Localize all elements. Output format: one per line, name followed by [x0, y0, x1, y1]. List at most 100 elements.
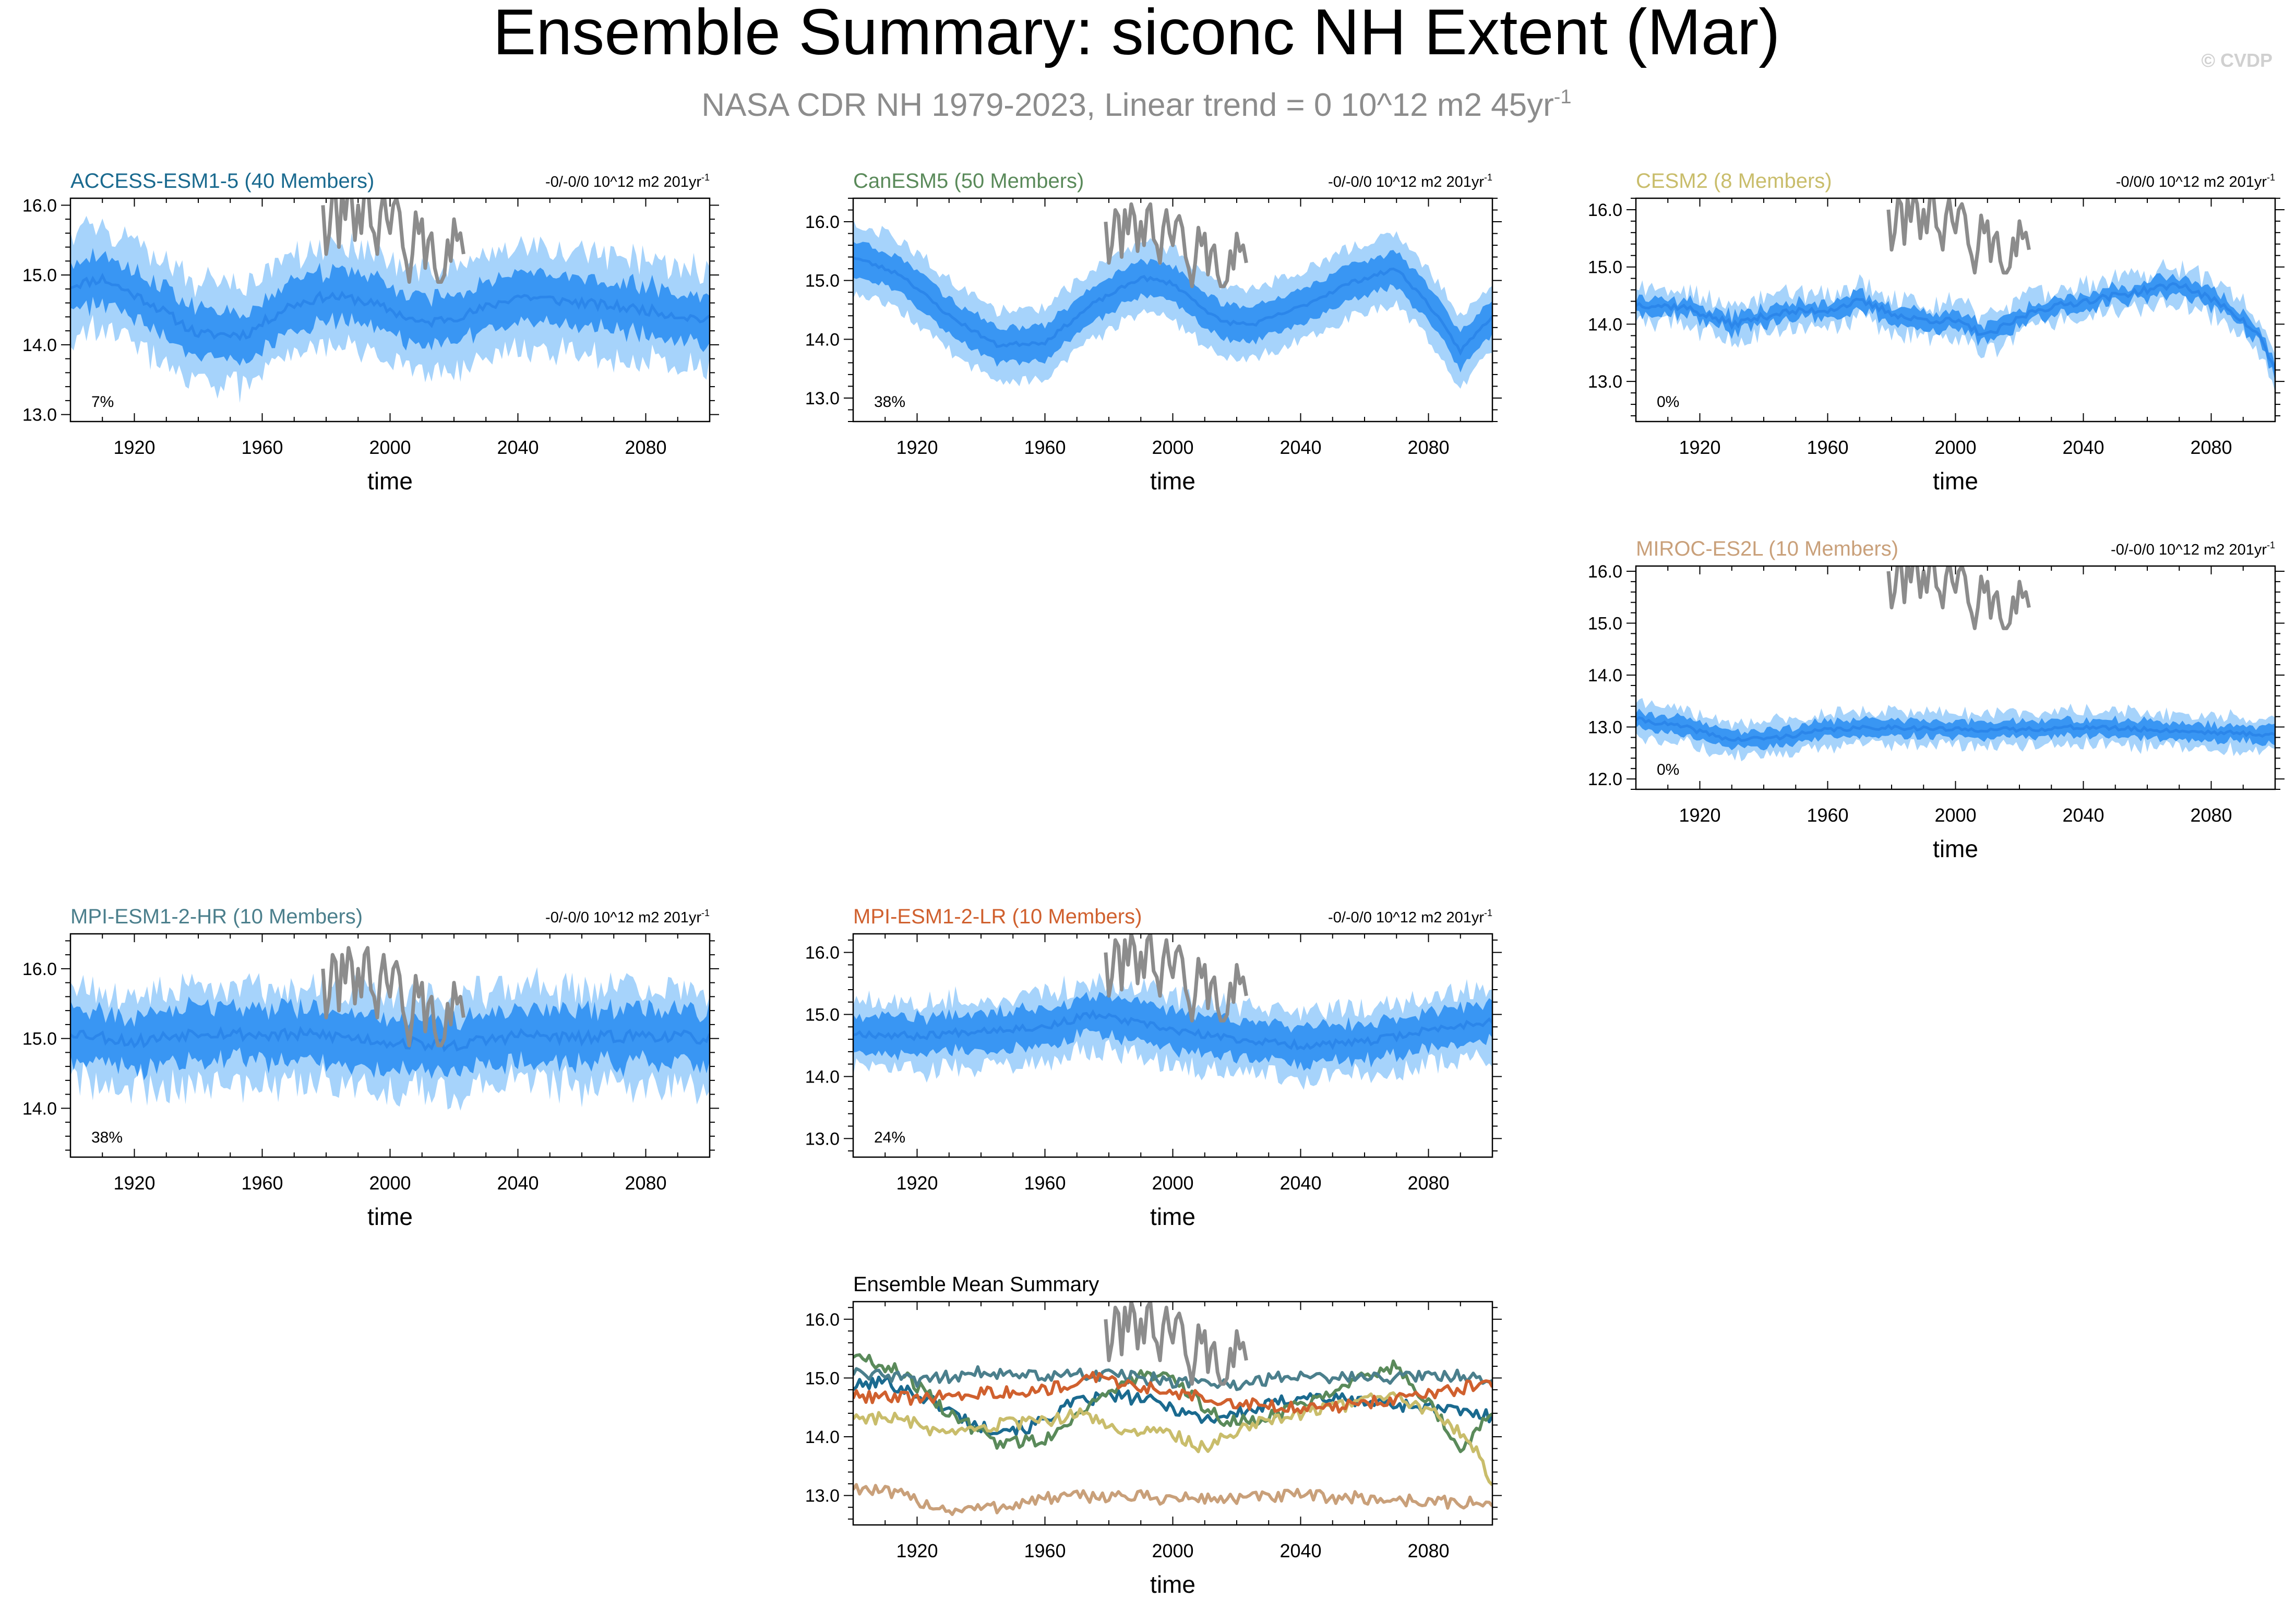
y-tick-label: 13.0 [805, 389, 840, 408]
ensemble-iqr-band [70, 996, 710, 1080]
y-tick-label: 15.0 [805, 271, 840, 291]
y-tick-label: 15.0 [22, 1029, 57, 1049]
x-tick-label: 1960 [241, 1172, 283, 1194]
x-axis-label: time [1150, 467, 1195, 495]
panel-title: ACCESS-ESM1-5 (40 Members) [70, 170, 374, 193]
figure-title: Ensemble Summary: siconc NH Extent (Mar) [493, 0, 1780, 68]
trend-label-text: -0/-0/0 10^12 m2 201yr [545, 174, 701, 190]
trend-label-sup: -1 [701, 172, 710, 183]
ensemble-iqr-band [1636, 273, 2275, 381]
plot-frame [1635, 565, 2276, 790]
y-tick-label: 14.0 [805, 1067, 840, 1087]
x-tick-label: 1920 [1679, 804, 1720, 826]
x-axis-label: time [1150, 1571, 1195, 1598]
x-tick-label: 1920 [113, 1172, 155, 1194]
x-tick-label: 1920 [1679, 437, 1720, 458]
trend-label-text: -0/-0/0 10^12 m2 201yr [1328, 909, 1484, 926]
x-tick-label: 2080 [1407, 437, 1449, 458]
trend-label: -0/-0/0 10^12 m2 201yr-1 [545, 172, 710, 190]
ensemble-mean-line [853, 1009, 1492, 1051]
observed-line [1104, 202, 1248, 288]
y-tick-label: 12.0 [1588, 770, 1622, 789]
series-line-miroc-es2l [853, 1483, 1492, 1516]
series-line-mpi-esm1-2-hr [853, 1365, 1492, 1391]
trend-label-text: -0/-0/0 10^12 m2 201yr [1328, 174, 1484, 190]
y-tick-label: 13.0 [1588, 372, 1622, 392]
x-tick-label: 2000 [1152, 437, 1193, 458]
panel-title: CESM2 (8 Members) [1636, 170, 1832, 193]
ensemble-iqr-band [853, 992, 1492, 1071]
x-tick-label: 2040 [2062, 804, 2104, 826]
y-tick-label: 16.0 [22, 196, 57, 215]
y-tick-label: 16.0 [805, 943, 840, 963]
x-tick-label: 2080 [1407, 1172, 1449, 1194]
y-tick-label: 16.0 [1588, 200, 1622, 220]
y-tick-label: 16.0 [22, 959, 57, 979]
x-axis-label: time [367, 1203, 413, 1230]
x-tick-label: 1960 [1024, 1172, 1066, 1194]
x-tick-label: 2080 [1407, 1540, 1449, 1561]
x-tick-label: 2040 [1279, 437, 1321, 458]
x-axis-label: time [1150, 1203, 1195, 1230]
trend-label-sup: -1 [2267, 540, 2275, 550]
trend-label-text: -0/0/0 10^12 m2 201yr [2116, 174, 2267, 190]
plot-area [70, 946, 710, 1111]
x-axis-label: time [1933, 835, 1978, 862]
x-tick-label: 2000 [1152, 1172, 1193, 1194]
panel-cesm: 1920 1960 2000 2040 2080 13.0 14.0 15.0 16.0 CESM… [1588, 170, 2285, 495]
y-tick-label: 14.0 [22, 1099, 57, 1119]
y-tick-label: 15.0 [1588, 614, 1622, 633]
y-tick-label: 14.0 [1588, 315, 1622, 334]
observed-line [1886, 566, 2031, 630]
percent-label: 7% [91, 393, 114, 411]
x-tick-label: 1960 [1024, 1540, 1066, 1561]
panel-mpihr: 1920 1960 2000 2040 2080 14.0 15.0 16.0 MPI-ESM1… [22, 905, 719, 1230]
x-tick-label: 2000 [1934, 804, 1976, 826]
panel-canesm: 1920 1960 2000 2040 2080 13.0 14.0 15.0 16.0 CanE… [805, 170, 1502, 495]
x-tick-label: 2080 [625, 437, 666, 458]
series-line-canesm5 [853, 1353, 1492, 1453]
plot-area [853, 1302, 1492, 1516]
x-tick-label: 2080 [625, 1172, 666, 1194]
x-tick-label: 2040 [1279, 1540, 1321, 1561]
observed-line [321, 198, 465, 284]
percent-label: 38% [91, 1129, 123, 1146]
x-tick-label: 2040 [1279, 1172, 1321, 1194]
watermark: © CVDP [2201, 50, 2273, 71]
series-line-mpi-esm1-2-lr [853, 1370, 1492, 1415]
percent-label: 38% [874, 393, 905, 411]
ensemble-mean-line [1636, 282, 2275, 369]
y-tick-label: 14.0 [22, 335, 57, 355]
x-tick-label: 2000 [369, 1172, 411, 1194]
panel-mean: 1920 1960 2000 2040 2080 13.0 14.0 15.0 16.0 Ense… [805, 1273, 1502, 1598]
ensemble-mean-line [1636, 716, 2275, 742]
trend-label-sup: -1 [1484, 172, 1492, 183]
plot-area [1636, 198, 2275, 392]
x-tick-label: 2000 [369, 437, 411, 458]
panel-title: MPI-ESM1-2-HR (10 Members) [70, 905, 363, 928]
trend-label-sup: -1 [701, 908, 710, 918]
x-tick-label: 2080 [2190, 437, 2232, 458]
ensemble-mean-line [70, 272, 710, 342]
y-tick-label: 14.0 [805, 330, 840, 350]
panels: 1920 1960 2000 2040 2080 13.0 14.0 15.0 16.0 ACCE… [22, 170, 2285, 1598]
panel-title: Ensemble Mean Summary [853, 1273, 1099, 1296]
panel-title: MPI-ESM1-2-LR (10 Members) [853, 905, 1142, 928]
trend-label: -0/-0/0 10^12 m2 201yr-1 [1328, 908, 1492, 926]
panel-title: CanESM5 (50 Members) [853, 170, 1084, 193]
y-tick-label: 16.0 [805, 212, 840, 232]
y-tick-label: 13.0 [805, 1129, 840, 1149]
x-tick-label: 1960 [1807, 437, 1848, 458]
plot-area [1636, 566, 2275, 762]
y-tick-label: 15.0 [22, 266, 57, 285]
observed-line [321, 946, 465, 1048]
trend-label: -0/-0/0 10^12 m2 201yr-1 [545, 908, 710, 926]
panel-title: MIROC-ES2L (10 Members) [1636, 537, 1898, 560]
series-line-access-esm1-5 [853, 1375, 1492, 1436]
percent-label: 0% [1657, 761, 1679, 778]
y-tick-label: 16.0 [1588, 562, 1622, 582]
x-tick-label: 2040 [2062, 437, 2104, 458]
trend-label: -0/-0/0 10^12 m2 201yr-1 [1328, 172, 1492, 190]
x-tick-label: 1960 [1807, 804, 1848, 826]
